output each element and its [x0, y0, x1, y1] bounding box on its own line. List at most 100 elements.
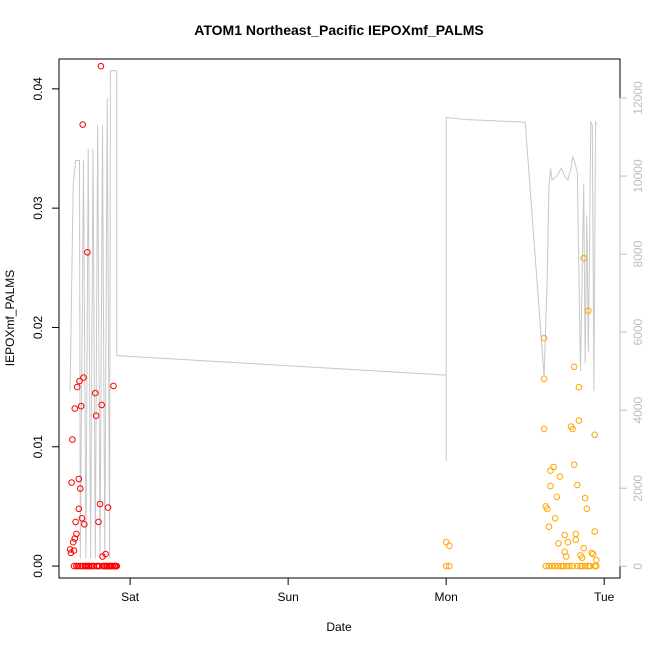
data-point: [593, 556, 600, 564]
data-point: [66, 546, 74, 553]
y-tick-label: 0.00: [31, 554, 45, 578]
y-tick-label: 0.01: [31, 435, 45, 459]
plot-frame: [58, 58, 621, 579]
altitude-line-layer: [69, 70, 597, 559]
data-point: [581, 562, 589, 570]
y-tick-label: 0.02: [31, 315, 45, 339]
data-point: [580, 254, 588, 262]
data-point: [572, 530, 580, 538]
x-tick-label: Sat: [121, 590, 140, 604]
data-point: [583, 505, 591, 513]
data-point: [74, 562, 82, 570]
data-point: [71, 405, 79, 412]
data-point: [70, 562, 78, 570]
data-point: [113, 562, 120, 570]
altitude-line: [69, 70, 597, 559]
data-point: [84, 249, 91, 256]
data-point: [545, 523, 553, 531]
data-point: [555, 562, 562, 570]
data-point: [588, 549, 595, 557]
data-point: [547, 482, 554, 490]
y2-tick-label: 4000: [631, 397, 645, 424]
data-point: [69, 436, 76, 443]
data-point: [92, 389, 99, 397]
x-axis-label: Date: [326, 620, 352, 634]
data-point: [544, 505, 551, 513]
data-point: [81, 521, 88, 528]
data-point: [572, 536, 580, 544]
y2-tick-label: 8000: [631, 240, 645, 267]
data-point: [446, 542, 453, 550]
data-point: [79, 121, 86, 128]
data-point: [548, 562, 556, 570]
data-point: [551, 515, 559, 522]
data-point: [540, 375, 548, 383]
y-tick-label: 0.03: [31, 196, 45, 220]
data-point: [545, 562, 553, 570]
data-point: [547, 467, 554, 474]
data-point: [591, 528, 599, 535]
data-point: [563, 553, 570, 560]
y2-tick-label: 12000: [631, 81, 645, 115]
data-point: [73, 383, 81, 391]
y2-tick-label: 6000: [631, 318, 645, 345]
data-point: [542, 562, 550, 570]
data-point: [570, 363, 578, 371]
data-point: [561, 531, 569, 539]
data-point: [75, 475, 83, 483]
data-point: [578, 554, 586, 562]
data-point: [540, 425, 548, 433]
data-point: [569, 425, 576, 433]
y-axis-left: 0.00 0.01 0.02 0.03 0.04: [31, 77, 59, 578]
y-axis-right: 0 2000 4000 6000 8000 10000 12000: [619, 81, 645, 570]
data-point: [581, 494, 589, 502]
data-point: [80, 374, 87, 381]
data-point: [96, 500, 104, 508]
data-point: [76, 377, 83, 385]
y-axis-label: IEPOXmf_PALMS: [3, 270, 17, 366]
data-point: [593, 562, 600, 570]
data-point: [69, 538, 77, 546]
data-point: [585, 562, 592, 570]
data-point: [70, 547, 78, 554]
y2-tick-label: 2000: [631, 475, 645, 502]
x-tick-label: Sun: [277, 590, 298, 604]
data-point: [566, 562, 573, 570]
data-point: [570, 461, 578, 469]
data-point: [98, 401, 105, 409]
chart-title: ATOM1 Northeast_Pacific IEPOXmf_PALMS: [194, 22, 483, 38]
x-axis: Sat Sun Mon Tue: [121, 578, 615, 604]
data-point: [574, 481, 581, 489]
data-point: [78, 515, 86, 522]
data-point: [72, 518, 79, 526]
data-point: [77, 485, 84, 492]
data-point: [575, 417, 583, 424]
data-point: [589, 550, 597, 558]
x-tick-label: Tue: [594, 590, 615, 604]
data-point: [102, 550, 109, 558]
data-point: [559, 562, 567, 570]
data-point: [553, 493, 561, 501]
data-point: [569, 562, 576, 570]
data-point: [550, 463, 557, 471]
data-point: [585, 307, 592, 315]
data-point: [564, 538, 572, 546]
data-point: [97, 62, 105, 70]
y-tick-label: 0.04: [31, 77, 45, 101]
data-point: [591, 431, 599, 439]
data-point: [540, 334, 548, 342]
data-point: [575, 383, 583, 391]
data-point: [75, 505, 83, 513]
data-point: [555, 540, 562, 547]
data-point: [442, 538, 450, 546]
data-point: [551, 562, 559, 570]
data-point: [92, 412, 100, 420]
x-tick-label: Mon: [434, 590, 457, 604]
data-point: [442, 562, 450, 570]
data-point: [73, 530, 80, 538]
data-point: [578, 562, 586, 570]
y2-tick-label: 0: [631, 563, 645, 570]
data-point: [104, 504, 112, 511]
